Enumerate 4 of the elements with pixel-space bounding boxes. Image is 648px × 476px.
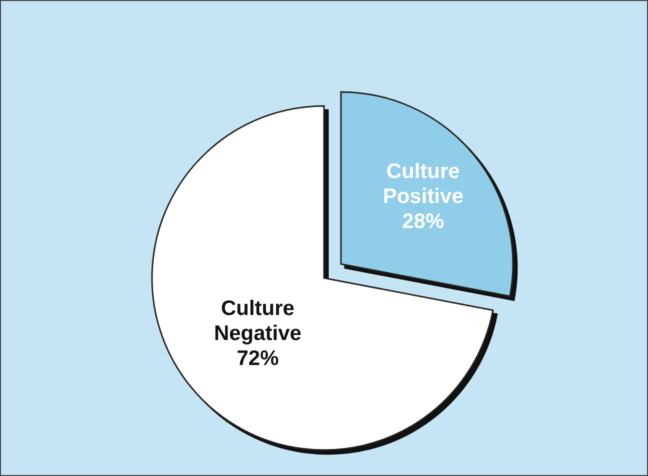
slice-label: Culture Negative: [214, 296, 302, 344]
data-label: 28%: [402, 210, 444, 232]
data-label: 72%: [236, 346, 280, 370]
slice-label: Culture Positive: [382, 160, 464, 208]
